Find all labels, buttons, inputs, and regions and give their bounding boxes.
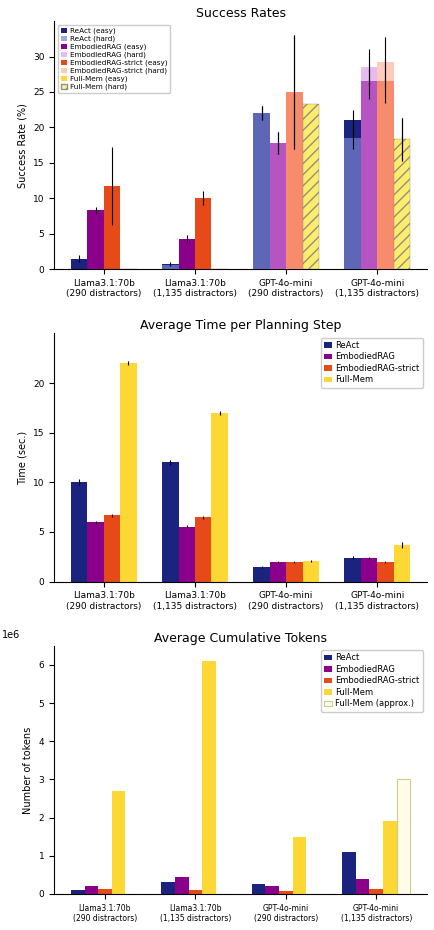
Y-axis label: Time (sec.): Time (sec.)	[17, 431, 27, 485]
Bar	[85, 885, 98, 894]
Bar	[253, 113, 270, 269]
Legend: ReAct (easy), ReAct (hard), EmbodiedRAG (easy), EmbodledRAG (hard), EmbodiedRAG-: ReAct (easy), ReAct (hard), EmbodiedRAG …	[58, 25, 170, 93]
Bar	[98, 889, 112, 894]
Title: Average Time per Planning Step: Average Time per Planning Step	[140, 319, 341, 332]
Legend: ReAct, EmbodiedRAG, EmbodiedRAG-strict, Full-Mem, Full-Mem (approx.): ReAct, EmbodiedRAG, EmbodiedRAG-strict, …	[321, 650, 423, 711]
Bar	[361, 558, 377, 581]
Bar	[161, 883, 175, 894]
Bar	[195, 198, 211, 269]
Bar	[361, 67, 377, 269]
Bar	[361, 81, 377, 269]
Bar	[345, 138, 361, 269]
Bar	[302, 104, 319, 269]
Bar	[162, 462, 178, 581]
Bar	[394, 140, 410, 269]
Bar	[175, 877, 188, 894]
Bar	[302, 104, 319, 269]
Bar	[302, 561, 319, 581]
Bar	[87, 210, 104, 269]
Bar	[342, 852, 356, 894]
Bar	[211, 413, 228, 581]
Bar	[286, 92, 302, 269]
Bar	[286, 562, 302, 581]
Bar	[377, 562, 394, 581]
Bar	[377, 81, 394, 269]
Bar	[270, 562, 286, 581]
Bar	[293, 837, 306, 894]
Bar	[253, 566, 270, 581]
Bar	[120, 364, 137, 581]
Title: Success Rates: Success Rates	[196, 7, 286, 20]
Y-axis label: Success Rate (%): Success Rate (%)	[17, 102, 27, 188]
Bar	[377, 61, 394, 269]
Bar	[397, 779, 410, 894]
Bar	[394, 140, 410, 269]
Bar	[202, 661, 216, 894]
Bar	[253, 113, 270, 269]
Text: 1e6: 1e6	[2, 631, 20, 641]
Legend: ReAct, EmbodiedRAG, EmbodiedRAG-strict, Full-Mem: ReAct, EmbodiedRAG, EmbodiedRAG-strict, …	[321, 338, 423, 388]
Bar	[394, 545, 410, 581]
Bar	[87, 522, 104, 581]
Bar	[71, 483, 87, 581]
Bar	[162, 265, 178, 269]
Bar	[356, 879, 369, 894]
Bar	[286, 92, 302, 269]
Bar	[71, 890, 85, 894]
Bar	[104, 515, 120, 581]
Bar	[178, 239, 195, 269]
Bar	[279, 891, 293, 894]
Bar	[369, 889, 383, 894]
Bar	[71, 259, 87, 269]
Bar	[188, 890, 202, 894]
Bar	[104, 186, 120, 269]
Bar	[270, 143, 286, 269]
Bar	[270, 143, 286, 269]
Bar	[252, 884, 266, 894]
Bar	[178, 527, 195, 581]
Bar	[266, 885, 279, 894]
Bar	[162, 264, 178, 269]
Bar	[383, 821, 397, 894]
Bar	[195, 517, 211, 581]
Bar	[345, 558, 361, 581]
Y-axis label: Number of tokens: Number of tokens	[23, 726, 33, 814]
Bar	[112, 790, 125, 894]
Title: Average Cumulative Tokens: Average Cumulative Tokens	[154, 631, 327, 644]
Bar	[345, 120, 361, 269]
